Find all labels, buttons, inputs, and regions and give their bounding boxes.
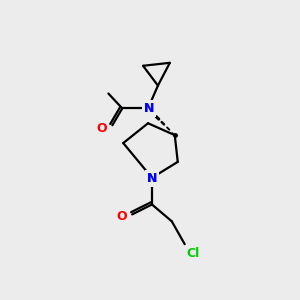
Text: N: N — [144, 102, 154, 115]
Text: N: N — [143, 101, 155, 116]
Text: N: N — [147, 172, 157, 185]
Text: N: N — [144, 102, 154, 115]
Text: O: O — [97, 122, 107, 135]
Text: N: N — [146, 172, 158, 186]
Text: Cl: Cl — [187, 247, 200, 260]
Text: O: O — [117, 210, 127, 223]
Text: N: N — [147, 172, 157, 185]
Text: N: N — [147, 172, 157, 185]
